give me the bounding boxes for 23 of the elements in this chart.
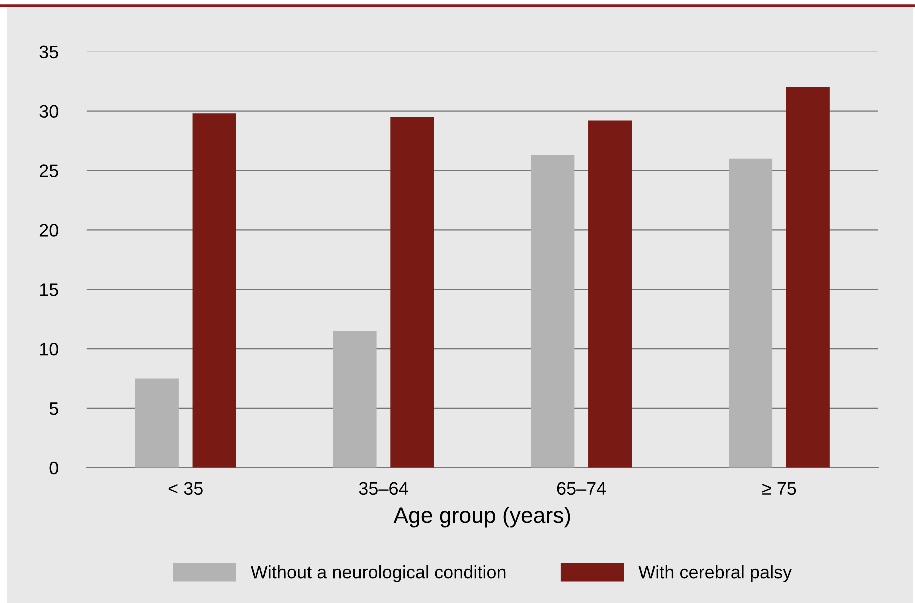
bar — [531, 155, 575, 468]
x-tick-label: 35–64 — [359, 482, 408, 496]
y-tick-label: 5 — [50, 402, 58, 416]
legend-label: With cerebral palsy — [638, 565, 792, 582]
bar — [390, 117, 434, 468]
y-tick-label: 30 — [40, 105, 58, 118]
bar — [333, 331, 377, 468]
legend-label: Without a neurological condition — [250, 565, 506, 582]
y-tick-label: 15 — [40, 284, 58, 296]
x-tick-label: < 35 — [168, 482, 203, 496]
y-tick-label: 35 — [40, 46, 58, 59]
x-tick-label: ≥ 75 — [762, 482, 796, 496]
x-tick-label: 65–74 — [557, 482, 606, 496]
y-tick-label: 20 — [40, 224, 58, 237]
y-tick-label: 10 — [40, 342, 58, 356]
bar — [192, 114, 236, 468]
bar — [135, 378, 179, 468]
bar — [786, 88, 830, 468]
bar — [588, 120, 632, 468]
y-tick-label: 25 — [40, 164, 58, 178]
y-tick-label: 0 — [50, 462, 58, 475]
bar — [729, 158, 773, 468]
x-axis-title: Age group (years) — [394, 506, 570, 528]
